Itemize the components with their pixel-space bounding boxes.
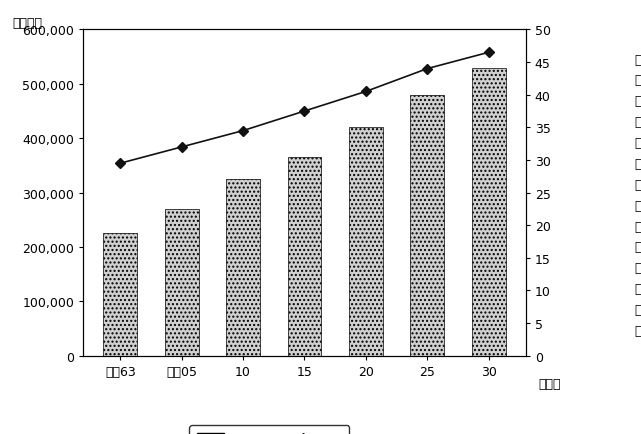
Text: ％: ％ <box>634 303 641 316</box>
Text: 数: 数 <box>634 137 641 150</box>
Text: （世帯）: （世帯） <box>13 17 43 30</box>
Bar <box>410 95 444 356</box>
Text: 合: 合 <box>634 262 641 275</box>
Text: （: （ <box>634 283 641 296</box>
Text: に: に <box>634 158 641 171</box>
Text: 割: 割 <box>634 241 641 254</box>
Text: め: め <box>634 199 641 212</box>
Text: る: る <box>634 220 641 233</box>
Bar <box>165 209 199 356</box>
Bar <box>288 158 321 356</box>
Text: 主: 主 <box>634 53 641 66</box>
Legend: 主世帯数, 割合: 主世帯数, 割合 <box>189 425 349 434</box>
Text: 世: 世 <box>634 74 641 87</box>
Text: 占: 占 <box>634 178 641 191</box>
Bar <box>103 234 137 356</box>
Bar <box>472 68 506 356</box>
Text: ）: ） <box>634 324 641 337</box>
Text: 総: 総 <box>634 116 641 129</box>
Text: （年）: （年） <box>538 378 561 391</box>
Bar <box>226 180 260 356</box>
Bar <box>349 128 383 356</box>
Text: 帯: 帯 <box>634 95 641 108</box>
